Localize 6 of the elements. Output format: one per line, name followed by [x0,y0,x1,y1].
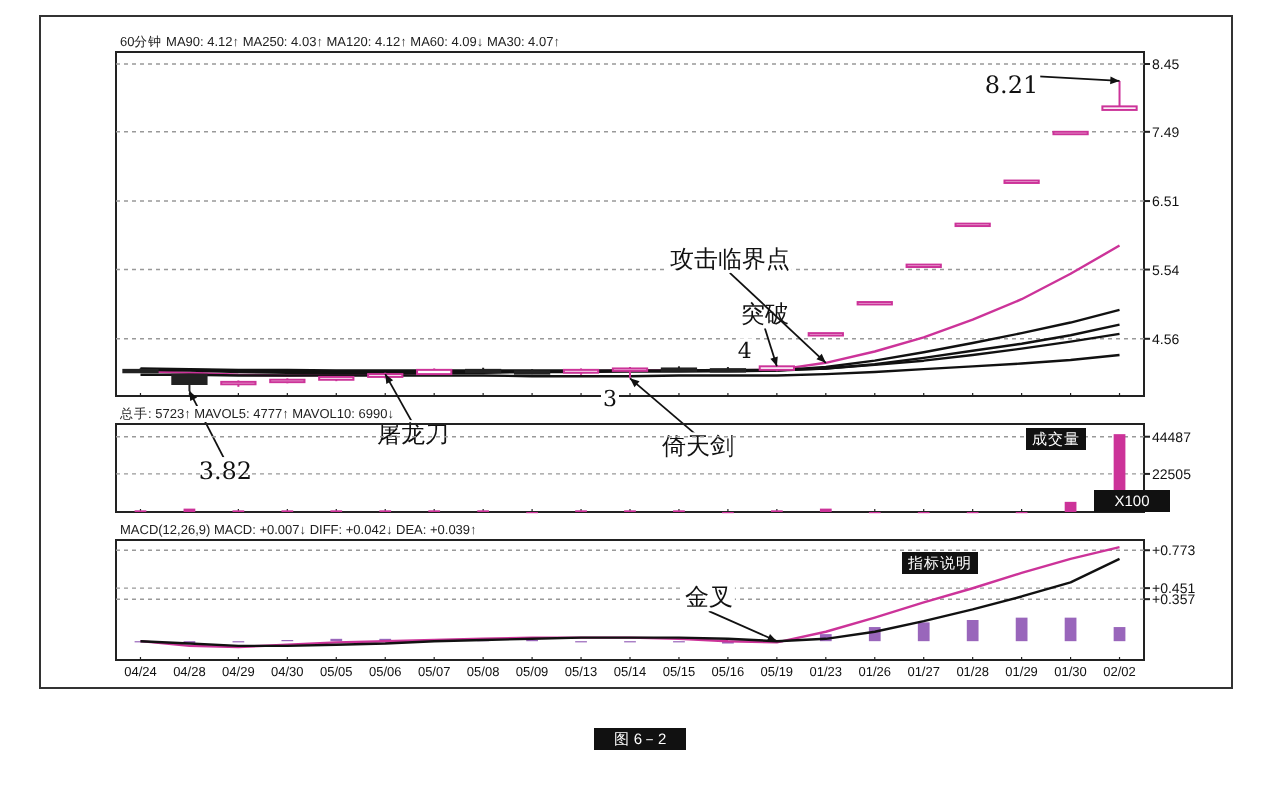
annotation: 8.21 [984,70,1039,99]
annotation: 金叉 [684,583,733,612]
annotation: 4 [737,338,752,365]
annotation: 3.82 [198,457,253,486]
annotation: 攻击临界点 [669,244,790,273]
annotation: 3 [603,386,617,413]
